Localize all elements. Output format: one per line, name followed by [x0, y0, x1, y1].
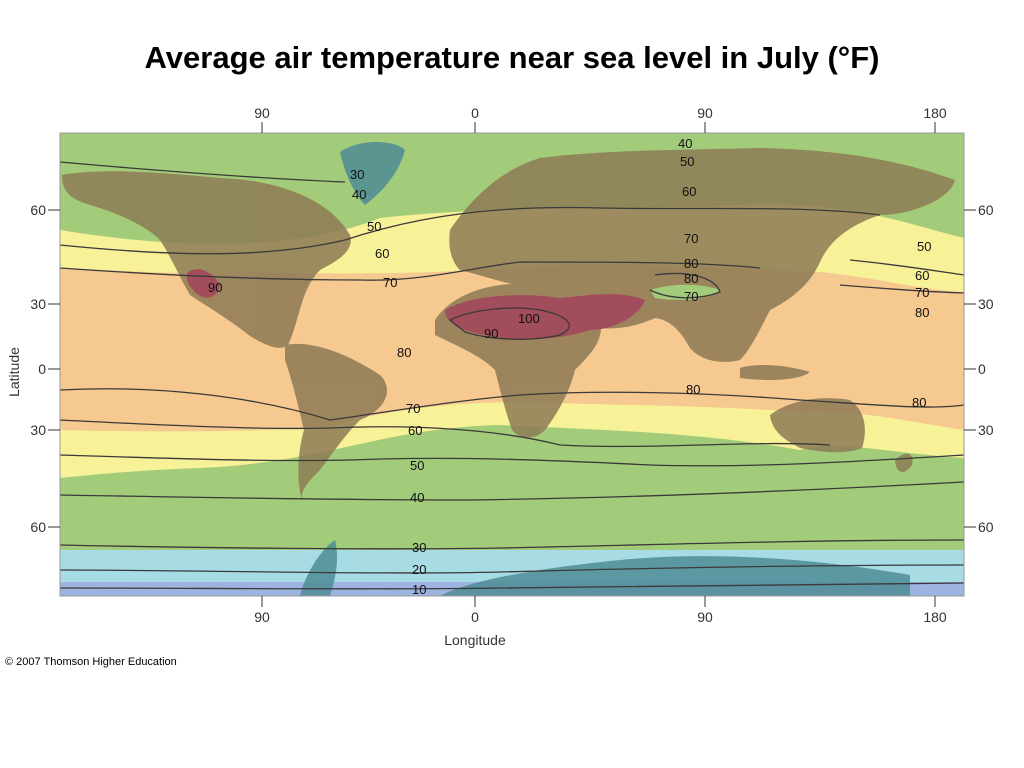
left-tick-30n: 30: [30, 296, 46, 312]
isotherm-label: 40: [352, 187, 366, 202]
bottom-axis: 90 0 90 180 Longitude: [254, 596, 947, 648]
isotherm-label: 60: [915, 268, 929, 283]
left-tick-60n: 60: [30, 202, 46, 218]
isotherm-label: 100: [518, 311, 540, 326]
right-tick-30s: 30: [978, 422, 994, 438]
isotherm-label: 90: [208, 280, 222, 295]
isotherm-labels: 30 40 50 60 70 90 80 70 60 50 40 30 20 1…: [208, 136, 931, 597]
bottom-tick-0: 0: [471, 609, 479, 625]
isotherm-label: 80: [686, 382, 700, 397]
isotherm-label: 50: [410, 458, 424, 473]
top-tick-0: 0: [471, 105, 479, 121]
isotherm-label: 70: [915, 285, 929, 300]
copyright-credit: © 2007 Thomson Higher Education: [5, 656, 177, 668]
map-frame: [59, 132, 965, 597]
isotherm-label: 70: [406, 401, 420, 416]
isotherm-label: 50: [917, 239, 931, 254]
australia: [770, 398, 865, 453]
isotherm-label: 60: [408, 423, 422, 438]
isotherm-label: 80: [397, 345, 411, 360]
isotherm-label: 40: [410, 490, 424, 505]
right-axis: 60 30 0 30 60: [964, 202, 994, 535]
right-tick-60n: 60: [978, 202, 994, 218]
isotherm-label: 60: [682, 184, 696, 199]
isotherm-label: 80: [915, 305, 929, 320]
bottom-tick-180: 180: [923, 609, 947, 625]
map-title: Average air temperature near sea level i…: [144, 40, 880, 75]
bottom-tick-90e: 90: [697, 609, 713, 625]
greenland: [340, 142, 405, 205]
isotherm-label: 60: [375, 246, 389, 261]
isotherm-label: 40: [678, 136, 692, 151]
isotherm-label: 80: [684, 271, 698, 286]
isotherm-label: 70: [684, 289, 698, 304]
isotherm-label: 90: [484, 326, 498, 341]
y-axis-label: Latitude: [6, 347, 22, 397]
right-tick-30n: 30: [978, 296, 994, 312]
isotherm-label: 20: [412, 562, 426, 577]
right-tick-0: 0: [978, 361, 986, 377]
isotherm-label: 50: [680, 154, 694, 169]
x-axis-label: Longitude: [444, 632, 506, 648]
isotherm-label: 80: [912, 395, 926, 410]
isotherm-label: 30: [350, 167, 364, 182]
left-tick-30s: 30: [30, 422, 46, 438]
top-tick-90e: 90: [697, 105, 713, 121]
isotherm-label: 70: [383, 275, 397, 290]
north-america: [62, 171, 351, 348]
isotherm-label: 80: [684, 256, 698, 271]
isotherm-label: 50: [367, 219, 381, 234]
isotherm-label: 10: [412, 582, 426, 597]
left-axis: 60 30 0 30 60 Latitude: [6, 202, 60, 535]
isotherm-label: 70: [684, 231, 698, 246]
left-tick-60s: 60: [30, 519, 46, 535]
isotherms: [59, 161, 965, 590]
top-tick-180: 180: [923, 105, 947, 121]
top-tick-90w: 90: [254, 105, 270, 121]
bottom-tick-90w: 90: [254, 609, 270, 625]
isotherm-label: 30: [412, 540, 426, 555]
top-axis: 90 0 90 180: [254, 105, 947, 133]
left-tick-0: 0: [38, 361, 46, 377]
right-tick-60s: 60: [978, 519, 994, 535]
